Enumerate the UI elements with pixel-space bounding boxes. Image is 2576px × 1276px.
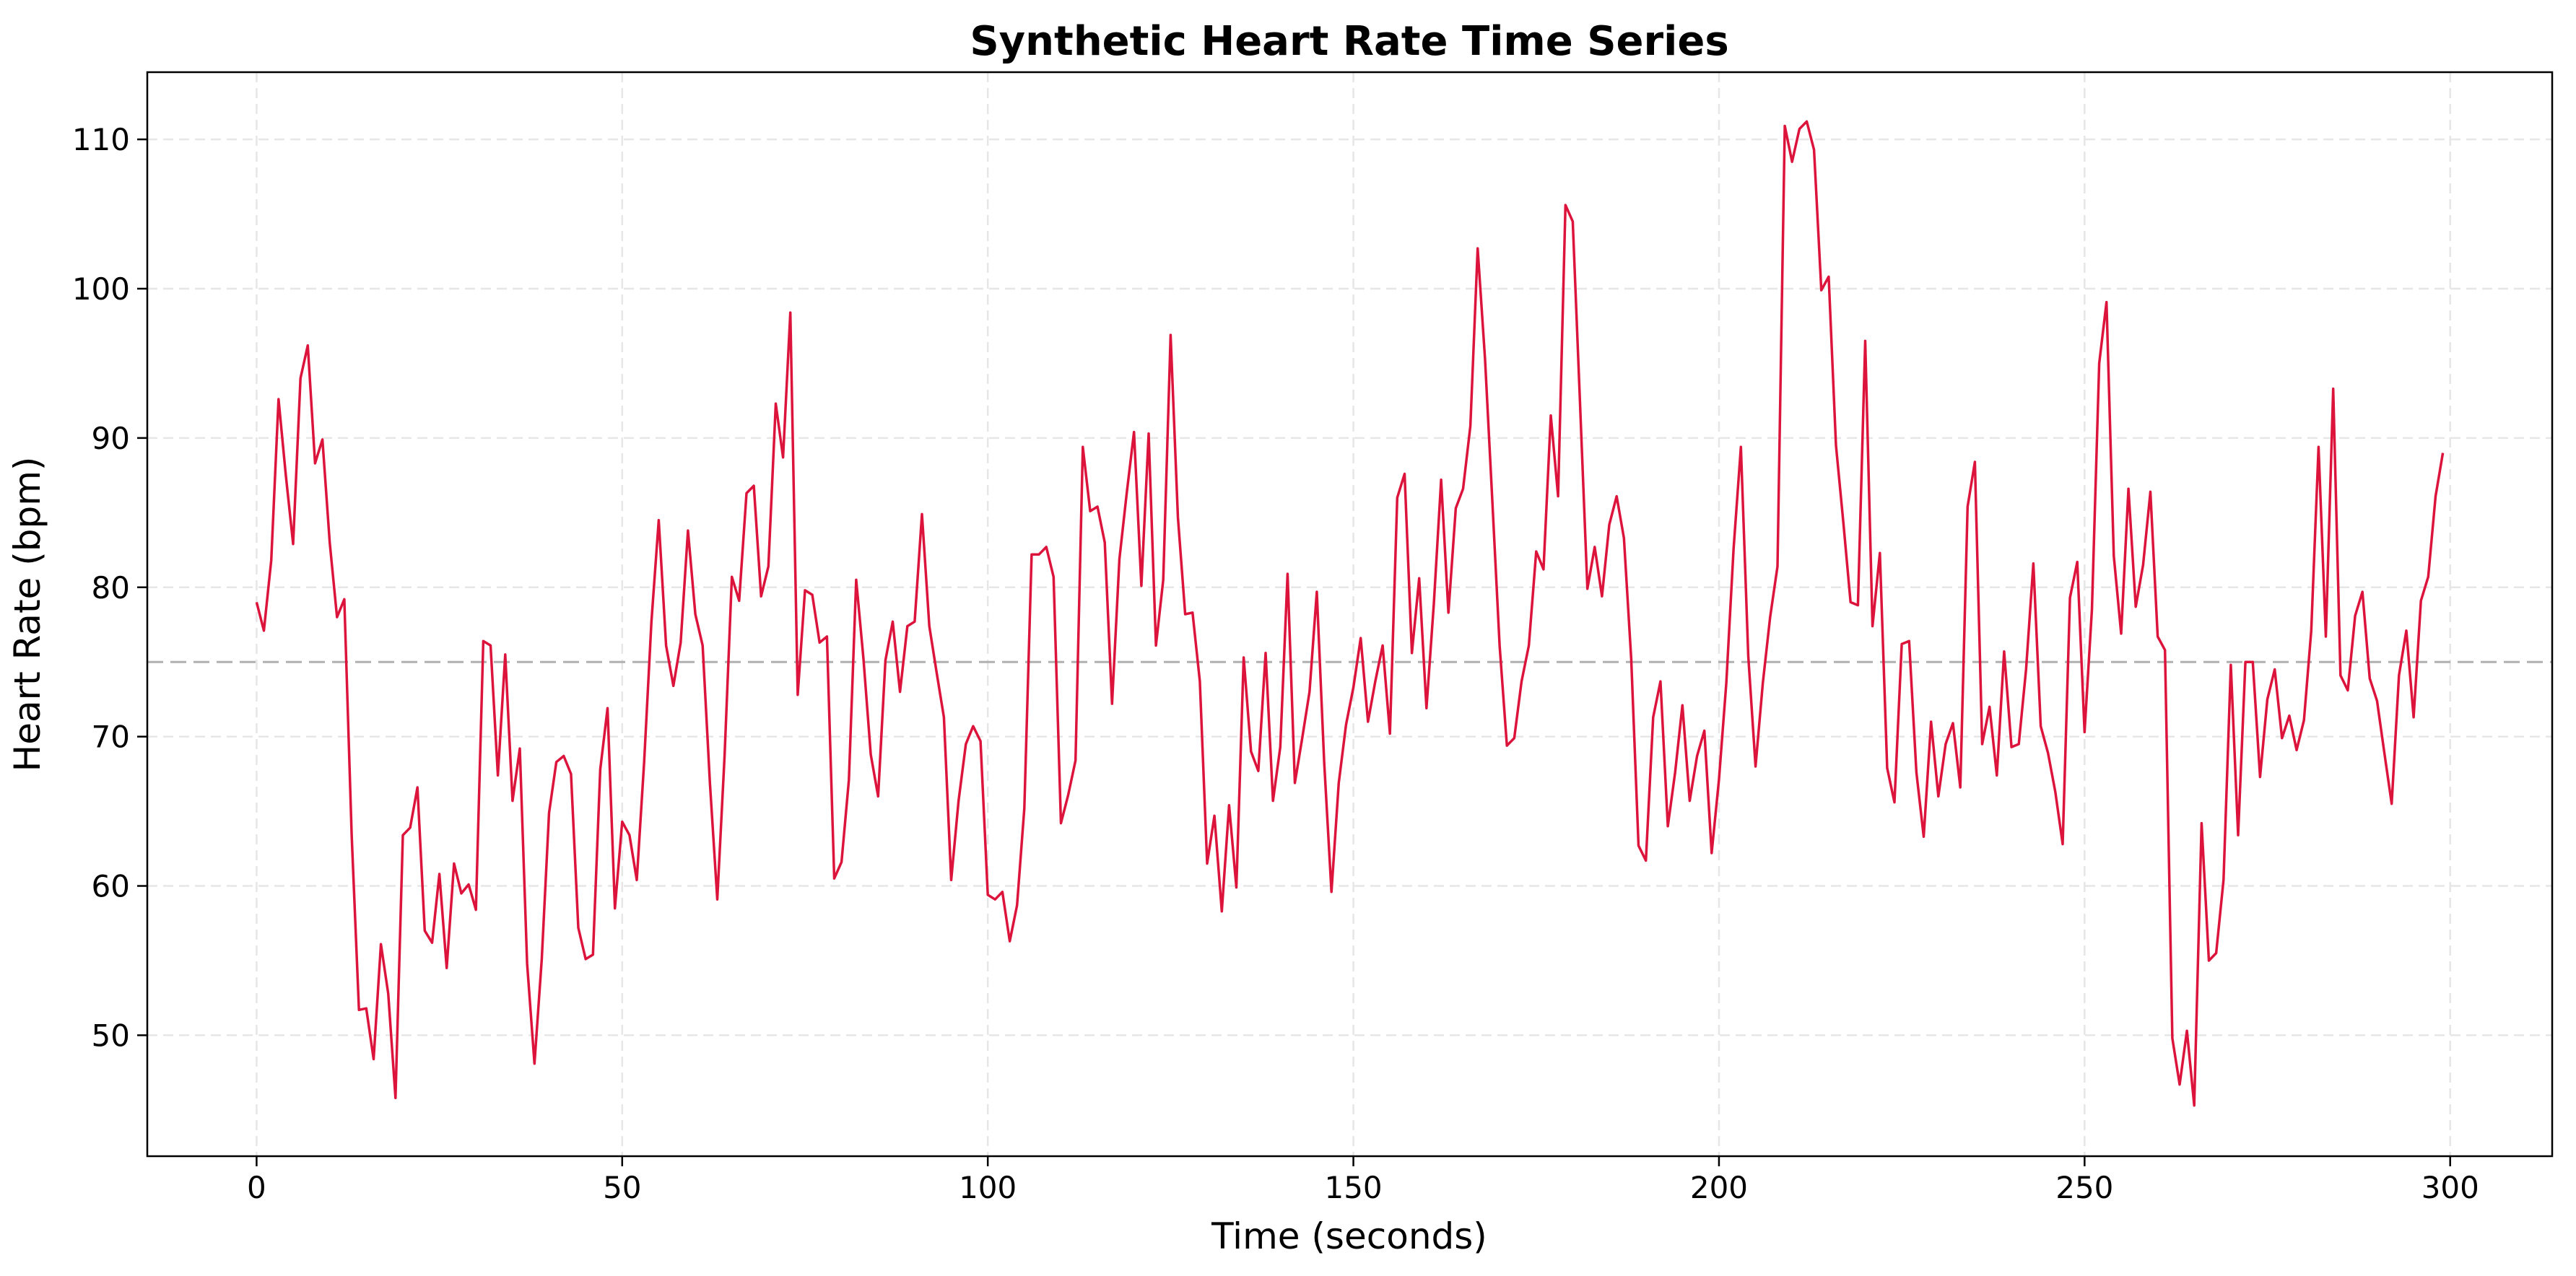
x-axis-label: Time (seconds) bbox=[1211, 1215, 1487, 1257]
heart-rate-line bbox=[255, 120, 2445, 1107]
y-tick-label: 90 bbox=[92, 421, 130, 456]
x-tick-label: 300 bbox=[2421, 1170, 2479, 1205]
y-tick-label: 60 bbox=[92, 869, 130, 904]
y-tick-label: 80 bbox=[92, 570, 130, 606]
x-tick-label: 0 bbox=[247, 1170, 266, 1205]
y-axis: 50 60 70 80 90 100 110 bbox=[72, 122, 147, 1053]
chart-title: Synthetic Heart Rate Time Series bbox=[970, 18, 1728, 65]
x-tick-label: 50 bbox=[603, 1170, 641, 1205]
y-axis-label: Heart Rate (bpm) bbox=[6, 457, 48, 772]
x-axis: 0 50 100 150 200 250 300 bbox=[247, 1156, 2479, 1205]
y-tick-label: 100 bbox=[72, 271, 130, 307]
x-tick-label: 150 bbox=[1324, 1170, 1382, 1205]
series-group bbox=[255, 120, 2445, 1107]
y-tick-label: 70 bbox=[92, 720, 130, 755]
x-tick-label: 100 bbox=[959, 1170, 1017, 1205]
x-tick-label: 200 bbox=[1690, 1170, 1748, 1205]
y-tick-label: 50 bbox=[92, 1018, 130, 1053]
plot-frame bbox=[146, 71, 2554, 1158]
grid bbox=[147, 72, 2552, 1156]
y-tick-label: 110 bbox=[72, 122, 130, 157]
x-tick-label: 250 bbox=[2055, 1170, 2113, 1205]
